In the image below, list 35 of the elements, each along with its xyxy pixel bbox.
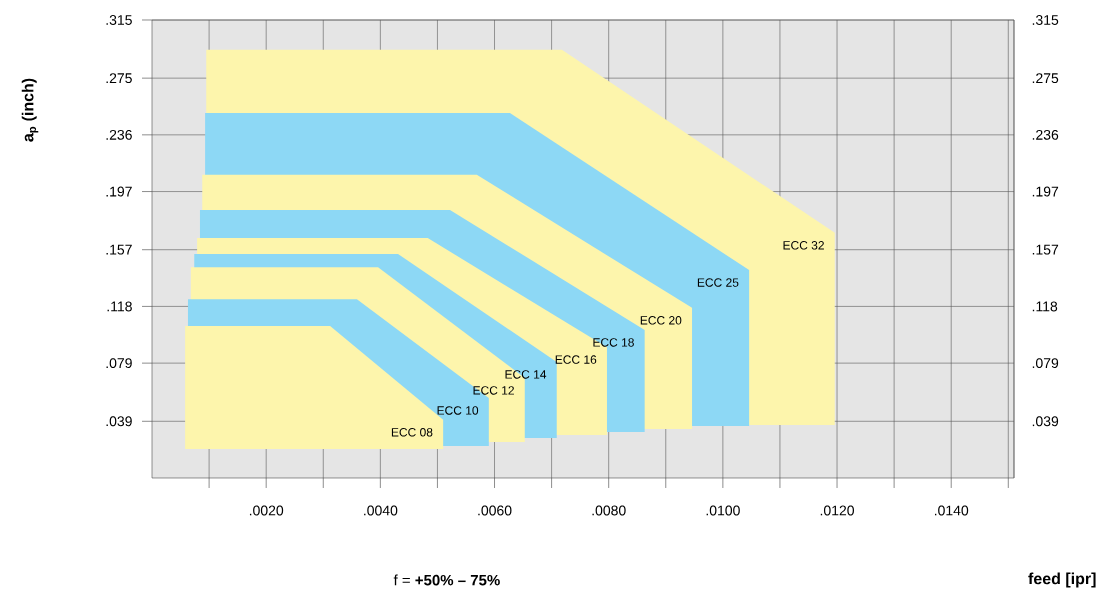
y2-tick-label: .236 — [1032, 129, 1059, 140]
y-tick-label: .079 — [106, 358, 132, 369]
y-tick-label: .315 — [106, 15, 132, 25]
text: f = +50% – 75% — [393, 574, 500, 586]
series-label: ECC 18 — [593, 338, 634, 347]
y2-tick-label: .275 — [1032, 73, 1059, 84]
series-label: ECC 14 — [505, 370, 547, 379]
text: a$_{p}$ (inch) — [21, 78, 39, 142]
series-label: ECC 08 — [391, 428, 433, 437]
x-tick-label: .0080 — [592, 505, 626, 516]
y-tick-label: .236 — [106, 129, 132, 140]
x-tick-label: .0100 — [706, 505, 740, 516]
y-tick-label: .275 — [106, 73, 132, 84]
y-tick-label: .039 — [106, 416, 132, 427]
y2-tick-label: .118 — [1032, 301, 1058, 312]
series-label: ECC 25 — [697, 278, 739, 287]
y2-tick-label: .315 — [1032, 15, 1059, 25]
series-label: ECC 12 — [473, 386, 514, 395]
x-tick-label: .0020 — [249, 505, 284, 516]
y2-tick-label: .039 — [1032, 416, 1059, 427]
series-label: ECC 20 — [640, 316, 682, 325]
series-label: ECC 10 — [437, 406, 479, 415]
y-tick-label: .118 — [107, 301, 132, 312]
x-tick-label: .0140 — [934, 505, 969, 516]
x-axis-title: feed [ipr] — [1028, 572, 1096, 588]
x-tick-label: .0040 — [364, 505, 398, 516]
x-tick-label: .0120 — [820, 505, 855, 516]
series-label: ECC 32 — [783, 241, 824, 250]
y2-tick-label: .157 — [1032, 244, 1059, 255]
y-tick-label: .197 — [106, 186, 132, 197]
y2-tick-label: .079 — [1032, 358, 1059, 369]
series-label: ECC 16 — [555, 355, 597, 364]
y2-tick-label: .197 — [1032, 186, 1059, 197]
y-tick-label: .157 — [106, 244, 132, 255]
x-tick-label: .0060 — [478, 505, 512, 516]
